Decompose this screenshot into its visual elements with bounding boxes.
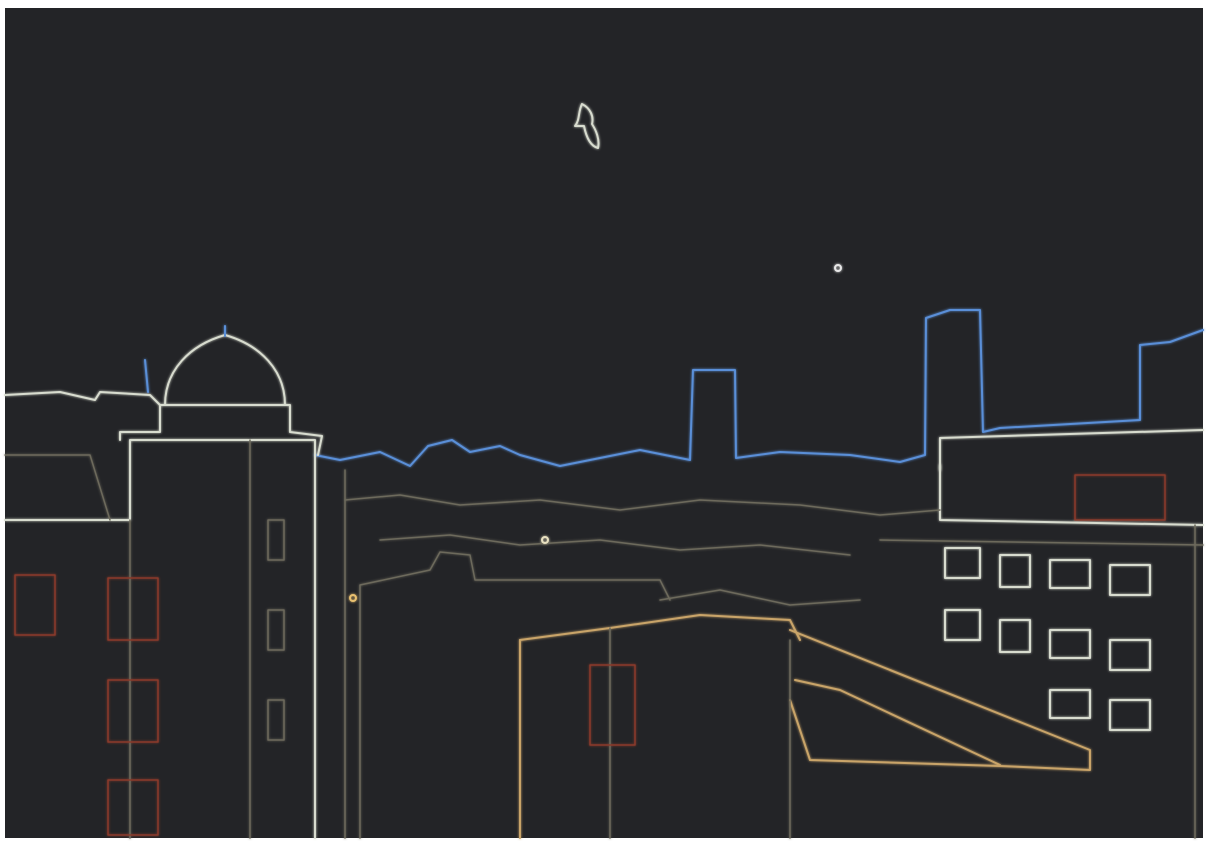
buildings-edge [789, 629, 1091, 771]
buildings-edge [267, 699, 285, 741]
buildings-edge [1109, 564, 1151, 596]
buildings-edge [944, 609, 981, 641]
buildings-edge [944, 547, 981, 579]
buildings-edge [379, 534, 851, 556]
sky-background [5, 8, 1203, 838]
buildings-edge [1049, 629, 1091, 659]
skyline [4, 309, 1204, 471]
buildings-edge [267, 609, 285, 651]
buildings-edge [4, 439, 316, 839]
buildings-edge [541, 536, 549, 544]
buildings-edge [267, 519, 285, 561]
bird [574, 103, 842, 272]
skyline-edge [4, 391, 161, 406]
skyline-edge [119, 404, 323, 456]
buildings-edge [519, 614, 801, 641]
buildings-edge [1049, 689, 1091, 719]
buildings-edge [14, 574, 56, 636]
bird-edge [574, 103, 600, 149]
buildings-edge [999, 619, 1031, 653]
buildings-edge [1074, 474, 1166, 521]
buildings [4, 439, 1204, 839]
buildings-edge [349, 594, 357, 602]
buildings-edge [999, 554, 1031, 588]
buildings-edge [4, 454, 111, 521]
buildings-edge [939, 464, 1204, 526]
buildings-edge [879, 539, 1204, 546]
skyline-edge [939, 429, 1204, 471]
buildings-edge [1109, 699, 1151, 731]
buildings-edge [344, 494, 941, 516]
buildings-edge [359, 551, 671, 839]
buildings-edge [1109, 639, 1151, 671]
bird-edge [834, 264, 842, 272]
buildings-edge [1049, 559, 1091, 589]
buildings-edge [107, 577, 159, 641]
buildings-edge [794, 679, 1001, 766]
buildings-edge [107, 779, 159, 836]
buildings-edge [589, 664, 636, 746]
buildings-edge [659, 589, 861, 606]
buildings-edge [107, 679, 159, 743]
skyline-edge [144, 359, 149, 393]
skyline-edge [314, 309, 1204, 467]
